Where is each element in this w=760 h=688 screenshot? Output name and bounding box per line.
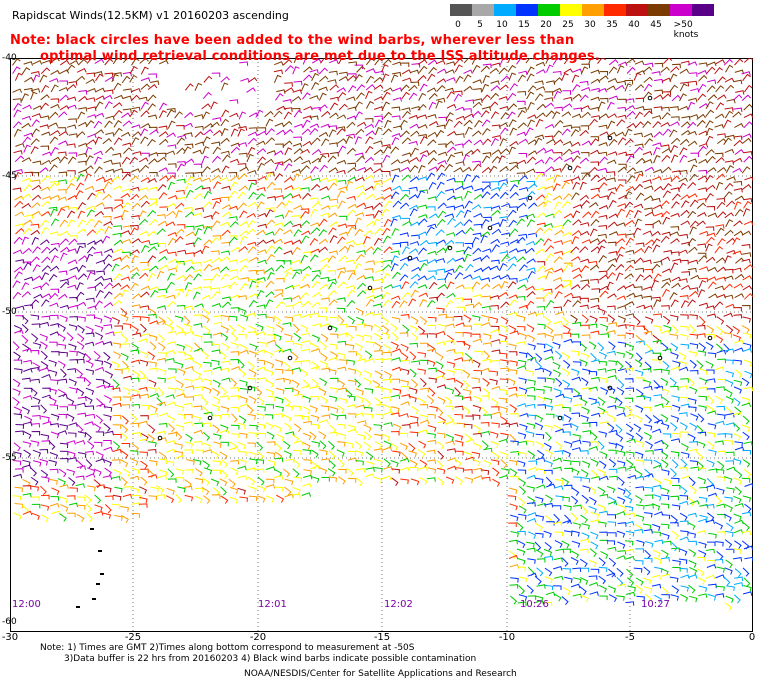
legend-color-swatch: [538, 4, 560, 16]
legend-color-swatch: [648, 4, 670, 16]
wind-barb-plot: [10, 58, 753, 632]
legend-label: 25: [562, 20, 574, 30]
legend-label: 0: [455, 20, 461, 30]
lon-tick-label: -30: [1, 632, 19, 643]
lat-tick-label: -50: [2, 307, 17, 317]
legend-color-swatch: [604, 4, 626, 16]
pass-time-label: 12:02: [384, 599, 413, 610]
map-title: Rapidscat Winds(12.5KM) v1 20160203 asce…: [12, 9, 289, 22]
legend-label: 5: [477, 20, 483, 30]
pass-time-label: 12:00: [12, 599, 41, 610]
legend-color-swatch: [626, 4, 648, 16]
legend-color-swatch: [516, 4, 538, 16]
legend-color-swatch: [582, 4, 604, 16]
altitude-note-line-1: Note: black circles have been added to t…: [10, 33, 575, 48]
lon-tick-label: -20: [249, 632, 267, 643]
footnote-line-1: Note: 1) Times are GMT 2)Times along bot…: [40, 643, 415, 653]
lat-tick-label: -60: [2, 617, 17, 627]
legend-label: 10: [496, 20, 508, 30]
altitude-note-line-2: optimal wind retrieval conditions are me…: [40, 49, 601, 64]
pass-time-label: 10:27: [641, 599, 670, 610]
lon-tick-label: -25: [124, 632, 142, 643]
legend-label: 40: [628, 20, 640, 30]
lon-tick-label: -10: [498, 632, 516, 643]
lon-tick-label: 0: [748, 632, 756, 643]
lat-tick-label: -55: [2, 453, 17, 463]
lat-tick-label: -40: [2, 53, 17, 63]
legend-color-swatch: [494, 4, 516, 16]
lon-tick-label: -15: [373, 632, 391, 643]
legend-color-swatch: [692, 4, 714, 16]
legend-label: 45: [650, 20, 662, 30]
legend-color-swatch: [560, 4, 582, 16]
legend-label: 30: [584, 20, 596, 30]
lon-tick-label: -5: [625, 632, 635, 643]
pass-time-label: 10:26: [520, 599, 549, 610]
pass-time-label: 12:01: [258, 599, 287, 610]
legend-label: 20: [540, 20, 552, 30]
legend-color-swatch: [472, 4, 494, 16]
lat-tick-label: -45: [2, 171, 17, 181]
legend-color-swatch: [670, 4, 692, 16]
legend-label: >50 knots: [673, 20, 699, 40]
legend-label: 15: [518, 20, 530, 30]
legend-label: 35: [606, 20, 618, 30]
legend-color-swatch: [450, 4, 472, 16]
footnote-credit: NOAA/NESDIS/Center for Satellite Applica…: [244, 669, 517, 679]
footnote-line-2: 3)Data buffer is 22 hrs from 20160203 4)…: [64, 654, 477, 664]
